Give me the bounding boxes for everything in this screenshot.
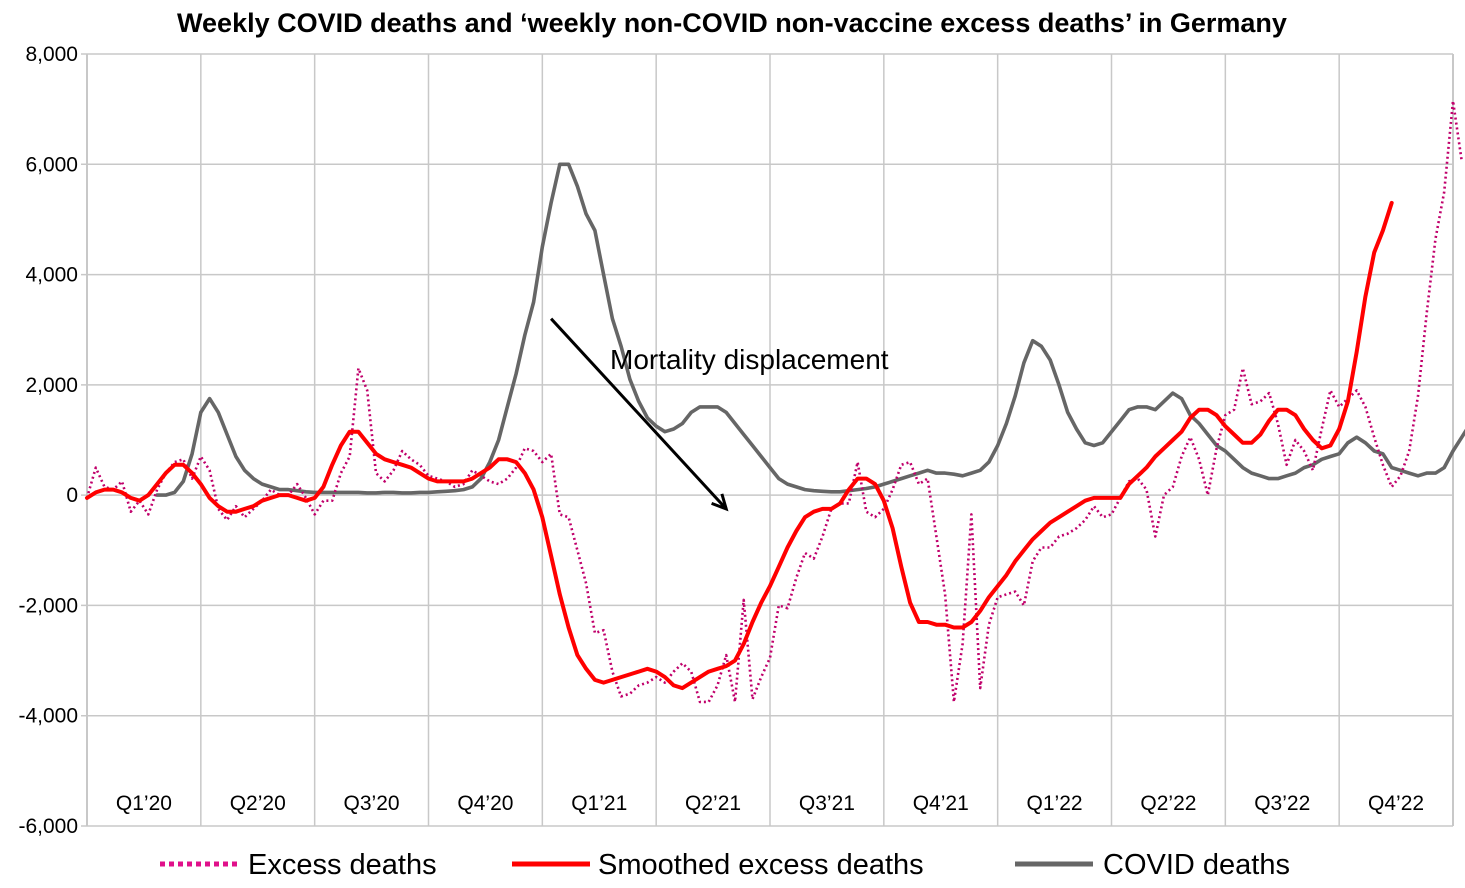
- chart-title: Weekly COVID deaths and ‘weekly non-COVI…: [177, 8, 1287, 38]
- series-smoothed-excess-deaths: [85, 200, 1394, 691]
- legend: Excess deaths Smoothed excess deaths COVID…: [160, 849, 1290, 881]
- legend-item: Smoothed excess deaths: [512, 849, 924, 881]
- annotation: Mortality displacement: [549, 317, 889, 512]
- annotation-arrowhead-icon: [711, 493, 729, 512]
- series-covid-deaths: [155, 162, 1465, 497]
- x-tick-label: Q2’20: [230, 792, 286, 815]
- legend-item: Excess deaths: [160, 849, 437, 881]
- legend-label: COVID deaths: [1103, 849, 1290, 881]
- annotation-arrow: [549, 317, 728, 510]
- annotation-label: Mortality displacement: [610, 344, 889, 375]
- series-line: [155, 162, 1465, 497]
- y-tick-label: 0: [66, 484, 78, 507]
- x-tick-label: Q1’20: [116, 792, 172, 815]
- x-tick-label: Q1’21: [571, 792, 627, 815]
- y-tick-label: -6,000: [18, 815, 78, 838]
- legend-label: Smoothed excess deaths: [598, 849, 924, 881]
- y-tick-label: 2,000: [25, 374, 78, 397]
- series-excess-deaths: [85, 99, 1464, 704]
- x-axis: Q1’20 Q2’20 Q3’20 Q4’20 Q1’21 Q2’21 Q3’21 Q4’21…: [116, 792, 1424, 815]
- x-tick-label: Q1’22: [1027, 792, 1083, 815]
- legend-label: Excess deaths: [248, 849, 437, 881]
- series-line: [85, 200, 1394, 691]
- y-tick-label: -2,000: [18, 594, 78, 617]
- legend-item: COVID deaths: [1015, 849, 1290, 881]
- series-layer: [85, 99, 1465, 704]
- x-tick-label: Q3’20: [344, 792, 400, 815]
- x-tick-label: Q2’21: [685, 792, 741, 815]
- y-tick-label: 8,000: [25, 43, 78, 66]
- x-tick-label: Q4’21: [913, 792, 969, 815]
- grid: [81, 53, 1454, 827]
- x-tick-label: Q3’22: [1254, 792, 1310, 815]
- x-tick-label: Q2’22: [1140, 792, 1196, 815]
- y-tick-label: -4,000: [18, 705, 78, 728]
- x-tick-label: Q4’22: [1368, 792, 1424, 815]
- x-tick-label: Q3’21: [799, 792, 855, 815]
- x-tick-label: Q4’20: [457, 792, 513, 815]
- y-tick-label: 4,000: [25, 264, 78, 287]
- y-tick-label: 6,000: [25, 153, 78, 176]
- y-axis: 8,000 6,000 4,000 2,000 0 -2,000 -4,000 -6,000: [18, 43, 78, 838]
- series-line: [85, 99, 1464, 704]
